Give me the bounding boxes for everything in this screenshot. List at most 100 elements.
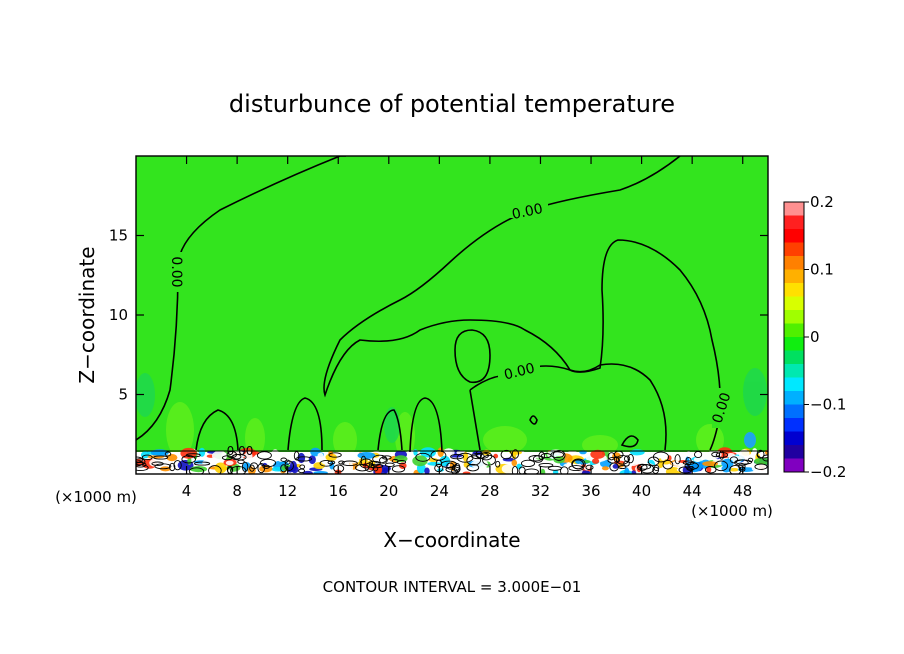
surface-eddy [706, 466, 712, 473]
surface-contour-loop [181, 455, 196, 464]
x-tick-label: 16 [329, 482, 348, 500]
surface-contour-loop [391, 465, 406, 473]
colorbar-swatch [784, 445, 804, 459]
surface-eddy [428, 458, 439, 462]
contour-label-0: 0.00 [511, 201, 545, 223]
surface-eddy [341, 467, 351, 474]
surface-eddy [190, 466, 208, 473]
surface-contour-loop [136, 458, 146, 466]
surface-contour-loop [237, 459, 245, 464]
surface-contour-loop [256, 451, 272, 460]
surface-eddy [317, 452, 324, 459]
surface-contour-loop [194, 461, 211, 466]
colorbar-swatch [784, 323, 804, 338]
colorbar-swatch [784, 242, 804, 257]
contour-plume-1 [195, 409, 239, 451]
surface-eddy [437, 447, 444, 458]
x-tick-label: 4 [182, 482, 192, 500]
surface-contour-loop [647, 456, 660, 466]
contour-small-1 [529, 415, 538, 425]
surface-eddy [552, 469, 559, 474]
surface-contour-loop [360, 455, 367, 466]
y-axis-label: Z−coordinate [75, 246, 99, 383]
surface-contour-loop [299, 464, 306, 470]
contour-label-2: 0.00 [502, 360, 536, 383]
surface-contour-loop [511, 449, 519, 459]
surface-eddy [308, 455, 316, 464]
surface-contour-loop [762, 454, 768, 462]
x-tick-label: 8 [232, 482, 242, 500]
colorbar-swatch [784, 310, 804, 324]
surface-contour-loop [456, 452, 474, 463]
surface-eddy [420, 447, 436, 458]
y-tick-label: 10 [109, 306, 128, 324]
surface-eddy [624, 467, 630, 474]
surface-contour-loop [280, 464, 288, 473]
surface-eddy [601, 466, 609, 471]
surface-contour-loop [729, 456, 739, 464]
x-tick-label: 44 [683, 482, 702, 500]
surface-contour-loop [715, 451, 729, 458]
surface-contour-loop [674, 454, 681, 465]
surface-contour-loop [136, 462, 147, 468]
surface-contour-loop [359, 458, 374, 469]
surface-contour-loop [466, 455, 481, 466]
surface-eddy [219, 466, 229, 471]
surface-eddy [313, 462, 326, 470]
surface-contour-loop [384, 462, 395, 467]
surface-contour-loop [662, 459, 674, 470]
colorbar-tick-label: 0.2 [810, 193, 834, 211]
surface-contour-loop [615, 454, 630, 465]
colorbar-tick-label: 0.1 [810, 261, 834, 279]
surface-contour-loop [511, 465, 519, 474]
surface-eddy [516, 463, 522, 470]
colorbar-swatch [784, 337, 804, 351]
surface-eddy [313, 471, 328, 474]
surface-contour-loop [624, 455, 631, 463]
contour-small-2 [620, 435, 639, 448]
colorbar-swatch [784, 269, 804, 284]
surface-contour-loop [495, 460, 501, 468]
surface-contour-loop [560, 466, 569, 474]
colorbar-swatch [784, 418, 804, 432]
surface-eddy [738, 449, 750, 460]
colorbar-swatch [784, 229, 804, 243]
contour-plume-3 [409, 397, 443, 453]
contour-label-1: 0.00 [168, 256, 184, 287]
x-tick-label: 32 [531, 482, 550, 500]
y-axis: 5 10 15 [109, 227, 768, 404]
x-tick-label: 28 [480, 482, 499, 500]
surface-contour-loop [372, 465, 379, 472]
contour-blob [454, 329, 491, 384]
surface-contour-loop [250, 462, 258, 470]
surface-eddy [592, 458, 600, 464]
surface-eddy [305, 462, 310, 468]
surface-contour-loop [173, 460, 182, 471]
contour-labels: 0.00 0.00 0.00 0.00 0.00 [168, 201, 734, 458]
surface-eddy [427, 461, 441, 466]
x-unit-label: (×1000 m) [691, 502, 773, 520]
surface-contour-loop [738, 463, 746, 471]
surface-eddy [424, 467, 430, 474]
surface-contour-loop [230, 465, 247, 474]
surface-turbulence-layer [136, 447, 768, 474]
surface-contour-loop [639, 464, 655, 474]
surface-warm-patches [166, 402, 724, 460]
surface-contour-loop [328, 452, 342, 458]
colorbar-tick-label: −0.2 [810, 463, 846, 481]
colorbar-swatch [784, 391, 804, 405]
surface-eddy [471, 459, 489, 469]
colorbar-swatch [784, 458, 804, 473]
x-tick-label: 40 [632, 482, 651, 500]
surface-contour-loop [249, 464, 255, 472]
colorbar: 0.2 0.1 0 −0.1 −0.2 [783, 193, 846, 481]
surface-eddy [702, 461, 718, 467]
surface-eddy [244, 451, 253, 462]
surface-contour-loop [141, 454, 153, 461]
surface-eddy [560, 467, 568, 474]
surface-eddy [612, 464, 619, 469]
surface-contour-loop [169, 462, 176, 472]
surface-eddy [630, 470, 637, 474]
surface-contour-loop [756, 449, 765, 459]
colorbar-tick-label: 0 [810, 328, 820, 346]
